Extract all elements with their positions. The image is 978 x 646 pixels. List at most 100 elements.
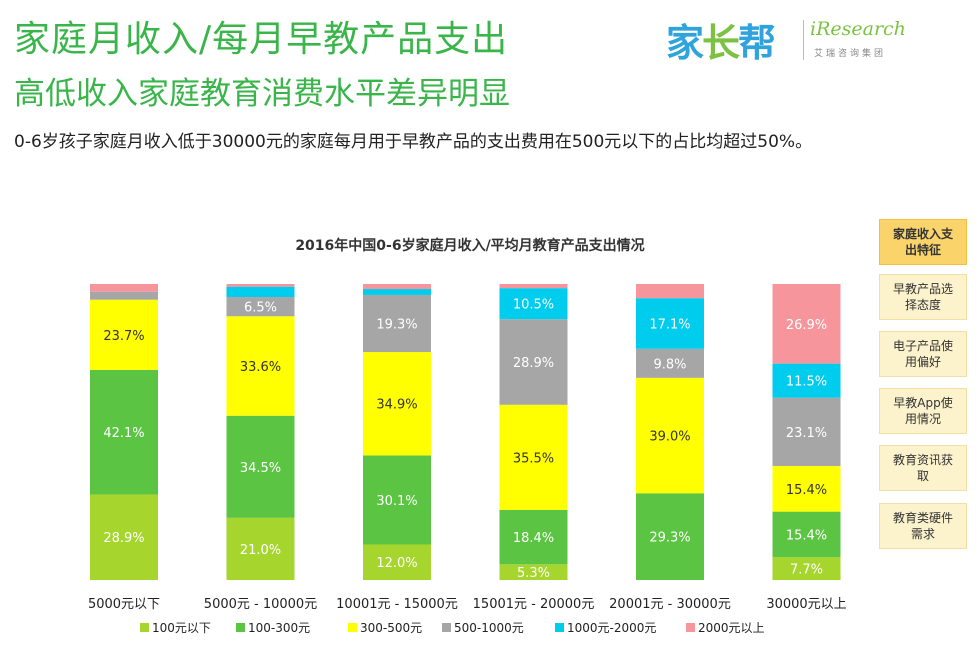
bar-segment — [499, 284, 568, 289]
bar-segment — [772, 511, 841, 558]
data-label: 21.0% — [240, 543, 281, 558]
jiazhangbang-logo: 家长帮 — [666, 12, 776, 67]
legend-label: 1000元-2000元 — [567, 621, 656, 635]
bar-segment — [772, 557, 841, 580]
legend-swatch — [348, 623, 357, 632]
bar-segment — [90, 494, 158, 580]
page-description: 0-6岁孩子家庭月收入低于30000元的家庭每月用于早教产品的支出费用在500元… — [14, 132, 813, 152]
data-label: 34.9% — [376, 398, 417, 413]
chart-title: 2016年中国0-6岁家庭月收入/平均月教育产品支出情况 — [295, 237, 644, 254]
x-tick-label: 20001元 - 30000元 — [609, 597, 731, 612]
legend-swatch — [555, 623, 564, 632]
bar-segment — [90, 291, 158, 300]
sidebar-item-label: 早教App使用情况 — [893, 396, 953, 426]
data-label: 19.3% — [376, 318, 417, 333]
bar-segment — [363, 294, 431, 353]
data-label: 5.3% — [517, 566, 550, 581]
data-label: 34.5% — [240, 461, 281, 476]
sidebar-item-app-usage[interactable]: 早教App使用情况 — [879, 388, 967, 434]
bar-segment — [499, 288, 568, 320]
legend-swatch — [442, 623, 451, 632]
data-label: 33.6% — [240, 360, 281, 375]
data-label: 9.8% — [653, 357, 686, 372]
x-tick-label: 30000元以上 — [766, 597, 846, 612]
bar-segment — [636, 284, 704, 299]
data-label: 35.5% — [513, 451, 554, 466]
legend-label: 100元以下 — [152, 621, 211, 635]
bar-segment — [772, 363, 841, 398]
bar-segment — [226, 316, 295, 416]
data-label: 7.7% — [790, 563, 823, 578]
bar-segment — [636, 377, 704, 494]
sidebar-item-hardware-needs[interactable]: 教育类硬件需求 — [879, 503, 967, 549]
bar-segment — [772, 397, 841, 467]
legend-swatch — [686, 623, 695, 632]
bar-segment — [90, 284, 158, 292]
stacked-bar-chart: 2016年中国0-6岁家庭月收入/平均月教育产品支出情况 28.9% 42.1% 2… — [88, 237, 847, 635]
sidebar-item-info-access[interactable]: 教育资讯获取 — [879, 445, 967, 491]
data-label: 23.1% — [786, 426, 827, 441]
bar-segment — [499, 509, 568, 565]
sidebar-item-product-attitude[interactable]: 早教产品选择态度 — [879, 274, 967, 320]
logo-char-3: 帮 — [738, 21, 776, 65]
bar-segment — [226, 517, 295, 580]
bar-segment — [226, 284, 295, 287]
data-label: 28.9% — [513, 356, 554, 371]
legend-label: 2000元以上 — [698, 621, 765, 635]
page-title: 家庭月收入/每月早教产品支出 — [14, 19, 509, 60]
bar-segment — [772, 284, 841, 364]
legend-label: 300-500元 — [360, 621, 422, 635]
data-label: 12.0% — [376, 556, 417, 571]
bar-segment — [90, 299, 158, 370]
data-label: 11.5% — [786, 375, 827, 390]
sidebar-item-label: 教育资讯获取 — [893, 453, 954, 483]
logo-char-2: 长 — [702, 21, 740, 65]
x-tick-label: 5000元以下 — [88, 597, 160, 612]
sidebar-item-label: 家庭收入支出特征 — [893, 227, 954, 257]
iresearch-wordmark: iResearch — [810, 18, 906, 40]
legend-label: 500-1000元 — [454, 621, 524, 635]
data-label: 17.1% — [649, 318, 690, 333]
data-label: 42.1% — [103, 426, 144, 441]
iresearch-logo: iResearch 艾瑞咨询集团 — [810, 14, 910, 62]
x-tick-label: 10001元 - 15000元 — [336, 597, 458, 612]
data-label: 28.9% — [103, 531, 144, 546]
bar-segment — [226, 415, 295, 518]
bar-segment — [636, 298, 704, 349]
data-label: 29.3% — [649, 531, 690, 546]
bar-segment — [226, 297, 295, 317]
bar-segment — [363, 289, 431, 295]
bar-segment — [636, 348, 704, 378]
sidebar-item-electronics[interactable]: 电子产品使用偏好 — [879, 331, 967, 377]
data-label: 23.7% — [103, 329, 144, 344]
bar-segment — [363, 455, 431, 545]
logo-char-1: 家 — [666, 21, 704, 65]
legend-label: 100-300元 — [248, 621, 310, 635]
sidebar-item-income-spending[interactable]: 家庭收入支出特征 — [879, 219, 967, 265]
bar-segment — [499, 319, 568, 405]
data-label: 6.5% — [244, 301, 277, 316]
bar-segment — [363, 284, 431, 290]
bar-segment — [499, 564, 568, 580]
data-label: 30.1% — [376, 494, 417, 509]
data-label: 15.4% — [786, 528, 827, 543]
iresearch-subtitle: 艾瑞咨询集团 — [814, 49, 887, 59]
x-tick-label: 15001元 - 20000元 — [473, 597, 595, 612]
sidebar-item-label: 教育类硬件需求 — [893, 511, 954, 541]
data-label: 26.9% — [786, 318, 827, 333]
page-subtitle: 高低收入家庭教育消费水平差异明显 — [14, 76, 510, 112]
bar-segment — [636, 493, 704, 580]
bar-segment — [363, 352, 431, 456]
legend-swatch — [236, 623, 245, 632]
bar-segment — [90, 369, 158, 495]
data-label: 10.5% — [513, 298, 554, 313]
bar-segment — [772, 466, 841, 512]
bar-segment — [226, 286, 295, 298]
data-label: 18.4% — [513, 531, 554, 546]
sidebar-item-label: 早教产品选择态度 — [893, 282, 954, 312]
bar-segment — [499, 404, 568, 510]
legend-swatch — [140, 623, 149, 632]
data-label: 15.4% — [786, 483, 827, 498]
bar-segment — [363, 544, 431, 580]
data-label: 39.0% — [649, 430, 690, 445]
